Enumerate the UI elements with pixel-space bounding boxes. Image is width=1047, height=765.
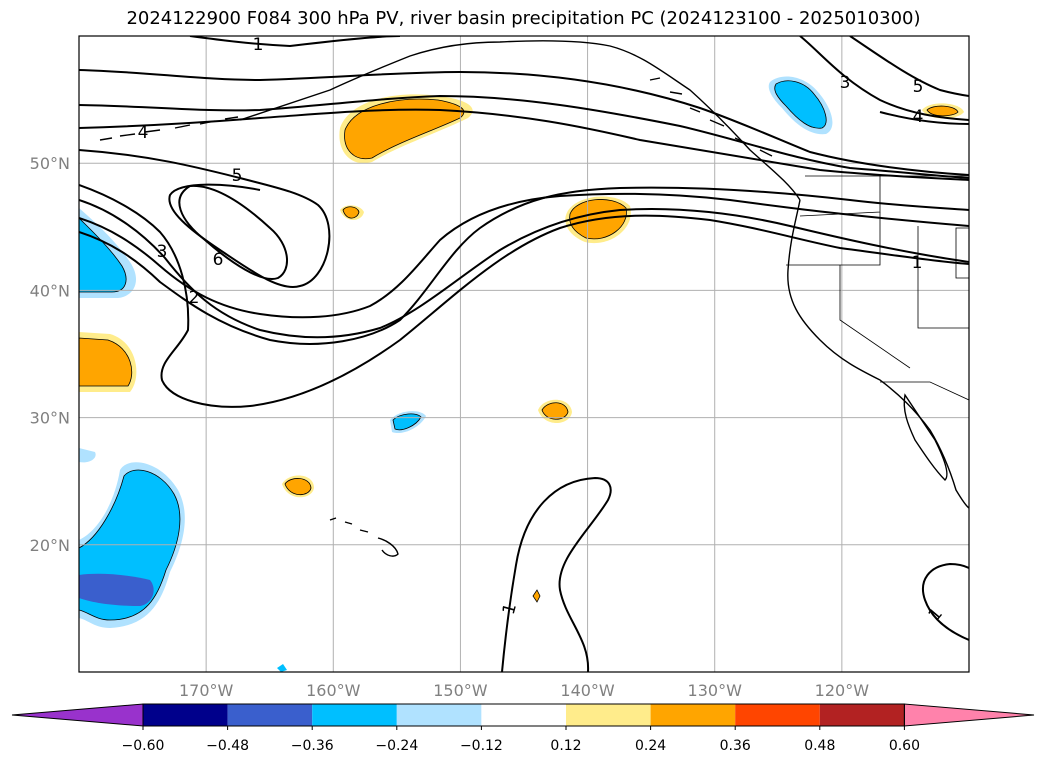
- colorbar-tick-label: 0.48: [804, 738, 835, 754]
- state-border-2: [786, 212, 881, 266]
- colorbar-tick-label: −0.60: [122, 738, 165, 754]
- colorbar-frame: [142, 703, 905, 727]
- precip-patch-south-2-core: [284, 478, 312, 496]
- contour-label-se-1: 1: [925, 604, 947, 625]
- lon-tick-label: 160°W: [306, 681, 361, 700]
- precip-patch-neg-sw-dark: [79, 573, 154, 606]
- contour-label-south-1: 1: [499, 601, 521, 617]
- aleutian-islands: [99, 116, 239, 141]
- northwest-islands: [649, 77, 773, 157]
- coastlines: [99, 40, 969, 557]
- colorbar-extend-max: [903, 703, 1035, 727]
- contour-label-north-5: 5: [232, 166, 243, 186]
- precip-patch-tiny: [532, 589, 541, 603]
- latitude-labels: 20°N 30°N 40°N 50°N: [30, 154, 70, 555]
- map-title: 2024122900 F084 300 hPa PV, river basin …: [126, 8, 921, 29]
- lon-tick-label: 140°W: [560, 681, 615, 700]
- colorbar-swatch: [396, 704, 482, 726]
- lat-tick-label: 20°N: [30, 536, 70, 555]
- colorbar-swatch: [650, 704, 736, 726]
- state-border-4: [917, 226, 969, 329]
- hawaiian-islands: [329, 517, 399, 557]
- longitude-labels: 170°W 160°W 150°W 140°W 130°W 120°W: [179, 681, 869, 700]
- colorbar-tick-label: −0.12: [460, 738, 503, 754]
- pv-contour-6-inner: [178, 184, 289, 280]
- state-border-3: [839, 265, 911, 369]
- colorbar-tick-label: −0.24: [375, 738, 418, 754]
- lat-tick-label: 50°N: [30, 154, 70, 173]
- pv-contour-3-north: [79, 94, 969, 179]
- alaska-coast: [239, 40, 801, 201]
- pv-contour-1-southeast: [922, 562, 969, 641]
- lat-tick-label: 30°N: [30, 409, 70, 428]
- contour-label-north-4: 4: [138, 123, 149, 143]
- us-mexico-border: [880, 381, 969, 401]
- colorbar-swatch: [481, 704, 566, 726]
- contour-label-east-1: 1: [912, 253, 923, 273]
- lon-tick-label: 120°W: [815, 681, 870, 700]
- colorbar-tick-label: 0.60: [889, 738, 920, 754]
- contour-label-north-1: 1: [253, 35, 264, 55]
- pv-contour-5-ne: [849, 36, 969, 97]
- gridlines: [79, 36, 969, 672]
- contour-label-west-3: 3: [157, 242, 168, 262]
- state-border-5: [955, 227, 969, 279]
- colorbar-tick-label: 0.12: [550, 738, 581, 754]
- lon-tick-label: 130°W: [688, 681, 743, 700]
- colorbar-tick-label: −0.36: [291, 738, 334, 754]
- colorbar-swatch: [819, 704, 905, 726]
- pv-contour-3-ne: [799, 36, 969, 121]
- precip-patch-neg-tiny: [277, 664, 287, 672]
- precip-patch-neg-small-2: [79, 448, 96, 463]
- north-america-west-coast: [787, 199, 969, 509]
- lon-tick-label: 150°W: [433, 681, 488, 700]
- precip-shading: [79, 76, 964, 672]
- pv-contour-jet-2: [79, 199, 969, 339]
- pv-contour-1-south: [501, 476, 612, 672]
- pv-contour-2-north: [79, 69, 969, 176]
- colorbar: −0.60 −0.48 −0.36 −0.24 −0.12 0.12 0.24 0.36 0.4…: [11, 703, 1035, 754]
- lat-tick-label: 40°N: [30, 281, 70, 300]
- colorbar-swatch: [735, 704, 820, 726]
- colorbar-tick-label: −0.48: [206, 738, 249, 754]
- contour-label-ne-5: 5: [913, 77, 924, 97]
- map-frame: [78, 35, 970, 673]
- pv-contour-1-north: [189, 36, 401, 48]
- pv-contour-5-north: [79, 149, 331, 288]
- lon-tick-label: 170°W: [179, 681, 234, 700]
- colorbar-tick-label: 0.24: [635, 738, 666, 754]
- colorbar-swatch: [143, 704, 228, 726]
- contour-label-ne-4: 4: [913, 107, 924, 127]
- pv-contour-jet-1: [79, 184, 969, 408]
- contour-label-west-2: 2: [189, 288, 200, 308]
- colorbar-swatch: [566, 704, 651, 726]
- political-borders: [786, 175, 969, 401]
- precip-patch-small-1-core: [342, 206, 360, 219]
- pv-contour-4-ne: [879, 111, 969, 125]
- pv-contour-jet-3: [79, 192, 969, 319]
- precip-patch-neg-ne-core: [774, 80, 827, 129]
- colorbar-swatch: [312, 704, 397, 726]
- contour-label-inner-6: 6: [213, 250, 224, 270]
- pv-contour-4-north: [79, 108, 969, 181]
- precip-patch-northeast-core: [926, 105, 959, 117]
- contour-label-ne-3: 3: [840, 73, 851, 93]
- colorbar-swatch: [227, 704, 313, 726]
- colorbar-tick-label: 0.36: [720, 738, 751, 754]
- pv-contour-jet-4: [79, 186, 969, 345]
- colorbar-extend-min: [11, 703, 144, 727]
- baja-peninsula: [903, 393, 948, 481]
- pv-contours: [79, 36, 969, 672]
- precip-patch-west-edge-core: [79, 337, 133, 387]
